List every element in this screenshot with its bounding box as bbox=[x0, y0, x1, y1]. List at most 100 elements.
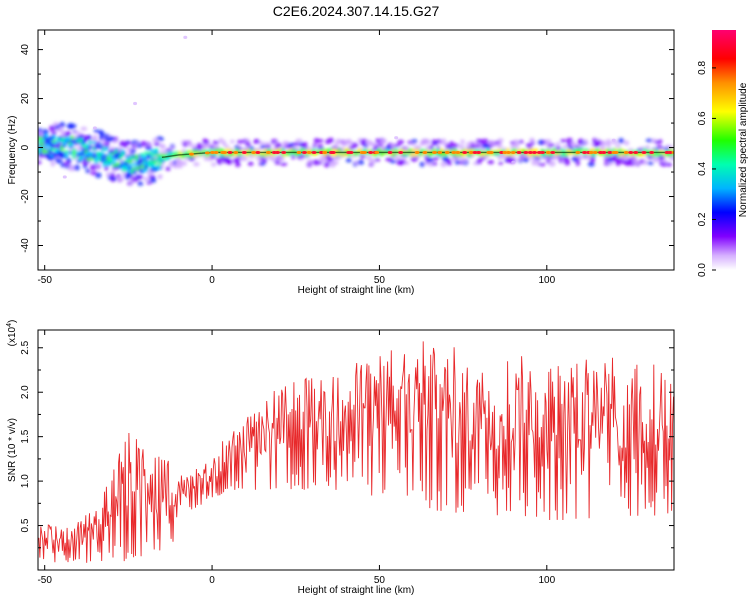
spectrogram-halo-blob bbox=[525, 143, 532, 148]
spectrogram-peak-spot bbox=[255, 150, 261, 154]
spectrogram-core-blob bbox=[60, 147, 65, 152]
spectrogram-halo-blob bbox=[544, 139, 552, 144]
spectrogram-peak-spot bbox=[432, 150, 437, 154]
spectrogram-peak-spot bbox=[374, 150, 380, 154]
spectrogram-core-blob bbox=[116, 152, 121, 156]
spectrogram-core-blob bbox=[60, 152, 65, 156]
spectrogram-core-blob bbox=[88, 145, 93, 150]
spectrogram-halo-blob bbox=[563, 156, 570, 163]
spectrogram-halo-blob bbox=[345, 157, 352, 163]
spectrogram-core-blob bbox=[46, 143, 51, 148]
spectrogram-halo-blob bbox=[462, 157, 468, 164]
spectrogram-halo-blob bbox=[143, 176, 151, 182]
spectrogram-core-blob bbox=[411, 148, 416, 153]
spectrogram-halo-blob bbox=[448, 141, 455, 147]
spectrogram-core-blob bbox=[118, 155, 123, 160]
spectrogram-peak-spot bbox=[241, 150, 247, 154]
snr-y-tick-label: 1.5 bbox=[20, 429, 31, 443]
spectrogram-peak-spot bbox=[444, 150, 450, 154]
spectrogram-core-blob bbox=[156, 166, 161, 170]
colorbar-tick-label: 0.0 bbox=[697, 263, 708, 277]
spectrogram-core-blob bbox=[112, 160, 117, 165]
spectrogram-core-blob bbox=[112, 163, 117, 168]
spectrogram-core-blob bbox=[128, 166, 133, 171]
spectrogram-halo-blob bbox=[262, 158, 268, 163]
spectrogram-y-ticks: -40 -20 0 20 40 bbox=[20, 44, 674, 271]
spectrogram-core-blob bbox=[154, 149, 159, 154]
spectrogram-peak-spot bbox=[641, 150, 647, 154]
spectrogram-peak-spot bbox=[330, 150, 336, 154]
spectrogram-core-blob bbox=[528, 153, 533, 157]
spectrogram-peak-spot bbox=[414, 150, 420, 154]
spectrogram-core-blob bbox=[86, 157, 91, 162]
spectrogram-y-tick-label: 40 bbox=[20, 44, 31, 56]
spectrogram-x-ticks: -50 0 50 100 bbox=[37, 30, 556, 286]
spectrogram-halo-blob bbox=[373, 144, 379, 150]
spectrogram-halo-blob bbox=[66, 157, 72, 163]
snr-y-tick-label: 0.5 bbox=[20, 518, 31, 532]
spectrogram-halo-blob bbox=[90, 171, 98, 176]
spectrogram-halo-blob bbox=[316, 161, 323, 165]
colorbar-tick-label: 0.2 bbox=[697, 212, 708, 226]
spectrogram-halo-blob bbox=[382, 138, 387, 144]
spectrogram-halo-blob bbox=[58, 126, 64, 133]
colorbar-tick-label: 0.4 bbox=[697, 162, 708, 176]
spectrogram-halo-blob bbox=[497, 142, 503, 149]
spectrogram-y-tick-label: 0 bbox=[20, 144, 31, 150]
spectrogram-halo-blob bbox=[411, 139, 418, 144]
spectrogram-halo-blob bbox=[109, 146, 115, 151]
spectrogram-y-tick-label: 20 bbox=[20, 93, 31, 105]
spectrogram-core-blob bbox=[192, 153, 197, 158]
spectrogram-core-blob bbox=[148, 160, 153, 164]
spectrogram-halo-blob bbox=[280, 162, 288, 166]
spectrogram-halo-blob bbox=[614, 144, 622, 148]
spectrogram-outlier bbox=[62, 175, 67, 179]
spectrogram-core-blob bbox=[38, 136, 43, 141]
spectrogram-halo-blob bbox=[293, 141, 300, 147]
colorbar-tick-label: 0.6 bbox=[697, 111, 708, 125]
colorbar: 0.0 0.2 0.4 0.6 0.8 Normalized spectral ampl… bbox=[697, 30, 749, 277]
spectrogram-outlier bbox=[92, 126, 97, 130]
spectrogram-halo-blob bbox=[647, 154, 652, 160]
spectrogram-halo-blob bbox=[77, 135, 84, 139]
spectrogram-halo-blob bbox=[555, 142, 561, 146]
spectrogram-core-blob bbox=[114, 149, 119, 154]
spectrogram-core-blob bbox=[158, 160, 163, 165]
spectrogram-halo-blob bbox=[374, 158, 381, 162]
spectrogram-peak-spot bbox=[322, 150, 328, 154]
spectrogram-peak-spot bbox=[575, 150, 581, 154]
spectrogram-peak-spot bbox=[502, 150, 508, 154]
spectrogram-halo-blob bbox=[179, 161, 188, 166]
spectrogram-core-blob bbox=[323, 153, 328, 157]
spectrogram-peak-spot bbox=[607, 150, 613, 154]
spectrogram-halo-blob bbox=[146, 146, 152, 151]
spectrogram-halo-blob bbox=[600, 140, 607, 147]
spectrogram-halo-blob bbox=[474, 144, 482, 148]
spectrogram-peak-spot bbox=[455, 150, 461, 154]
spectrogram-panel: -50 0 50 100 -40 -20 0 20 40 Height of straight… bbox=[7, 29, 675, 296]
spectrogram-halo-blob bbox=[61, 133, 66, 138]
spectrogram-halo-blob bbox=[460, 139, 465, 144]
spectrogram-peak-spot bbox=[368, 150, 374, 154]
spectrogram-halo-blob bbox=[295, 138, 303, 143]
spectrogram-halo-blob bbox=[318, 158, 325, 162]
spectrogram-core-blob bbox=[564, 153, 569, 157]
spectrogram-halo-blob bbox=[157, 174, 163, 180]
spectrogram-core-blob bbox=[54, 141, 59, 145]
spectrogram-halo-blob bbox=[476, 158, 482, 165]
spectrogram-halo-blob bbox=[263, 141, 271, 146]
spectrogram-peak-spot bbox=[302, 150, 307, 154]
spectrogram-halo-blob bbox=[185, 140, 191, 146]
spectrogram-halo-blob bbox=[260, 161, 266, 166]
spectrogram-x-tick-label: 0 bbox=[209, 275, 215, 286]
spectrogram-core-blob bbox=[373, 153, 378, 157]
spectrogram-peak-spot bbox=[601, 150, 607, 154]
spectrogram-core-blob bbox=[44, 134, 49, 138]
spectrogram-core-blob bbox=[134, 157, 139, 162]
spectrogram-halo-blob bbox=[393, 143, 401, 148]
spectrogram-halo-blob bbox=[646, 161, 654, 165]
spectrogram-halo-blob bbox=[607, 162, 614, 166]
spectrogram-core-blob bbox=[142, 155, 147, 160]
spectrogram-halo-blob bbox=[346, 138, 352, 144]
spectrogram-peak-spot bbox=[233, 150, 239, 154]
